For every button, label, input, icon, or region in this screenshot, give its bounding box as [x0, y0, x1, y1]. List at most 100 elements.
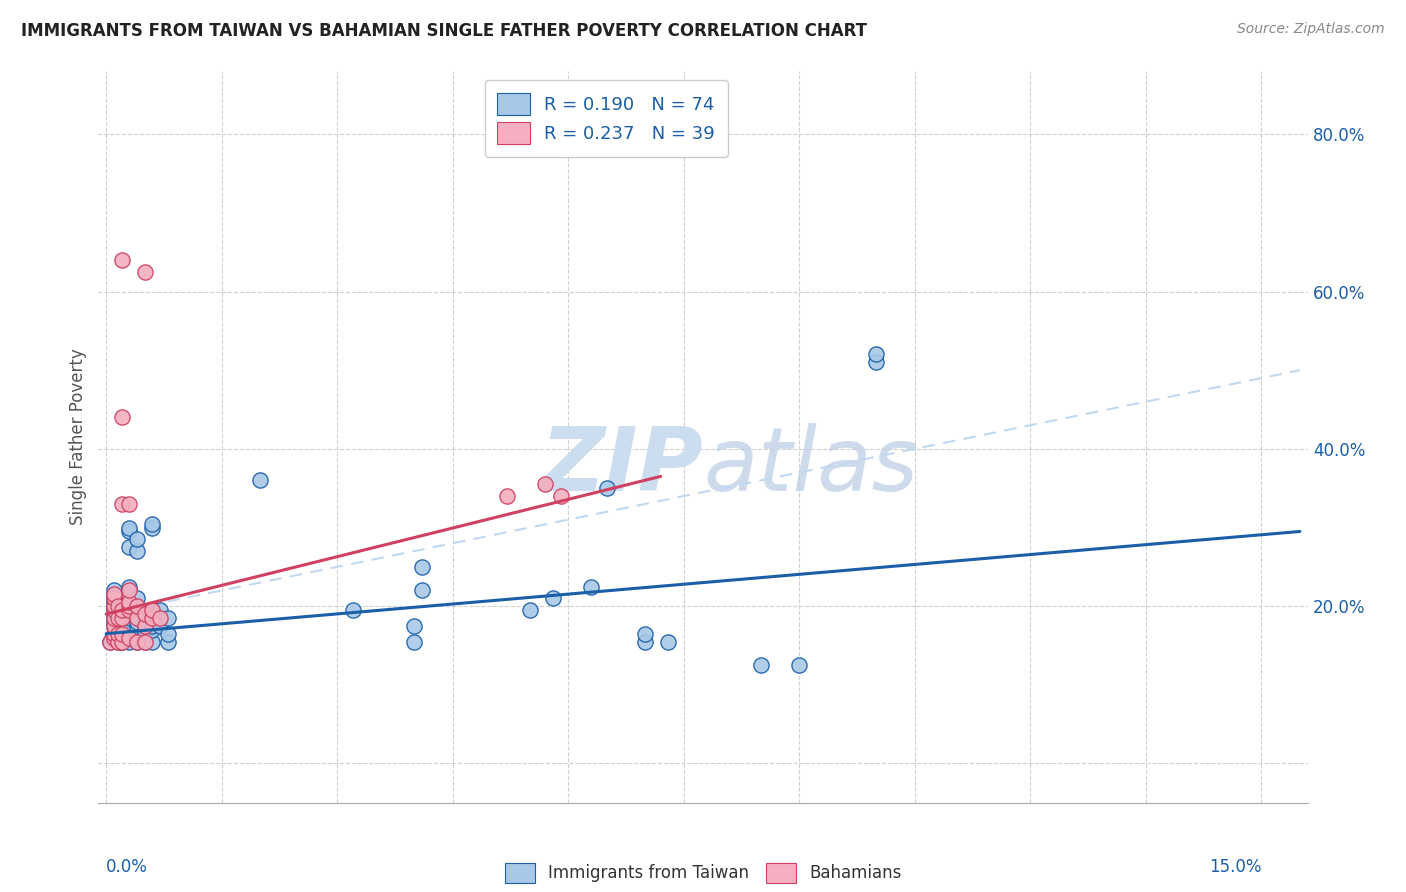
- Point: [134, 607, 156, 621]
- Point: [141, 516, 163, 531]
- Point: [141, 623, 163, 637]
- Point: [141, 603, 163, 617]
- Text: IMMIGRANTS FROM TAIWAN VS BAHAMIAN SINGLE FATHER POVERTY CORRELATION CHART: IMMIGRANTS FROM TAIWAN VS BAHAMIAN SINGL…: [21, 22, 868, 40]
- Point: [519, 603, 541, 617]
- Point: [134, 634, 156, 648]
- Point: [103, 615, 125, 629]
- Point: [141, 520, 163, 534]
- Text: Source: ZipAtlas.com: Source: ZipAtlas.com: [1237, 22, 1385, 37]
- Text: 15.0%: 15.0%: [1209, 858, 1261, 876]
- Point: [118, 595, 141, 609]
- Point: [634, 626, 657, 640]
- Point: [125, 631, 148, 645]
- Point: [134, 619, 156, 633]
- Point: [156, 611, 179, 625]
- Point: [118, 520, 141, 534]
- Point: [134, 619, 156, 633]
- Text: 0.0%: 0.0%: [105, 858, 148, 876]
- Point: [107, 634, 129, 648]
- Point: [110, 253, 132, 268]
- Point: [634, 634, 657, 648]
- Point: [107, 623, 129, 637]
- Point: [125, 634, 148, 648]
- Point: [110, 623, 132, 637]
- Point: [125, 599, 148, 614]
- Point: [103, 591, 125, 606]
- Point: [110, 626, 132, 640]
- Point: [110, 626, 132, 640]
- Point: [107, 599, 129, 614]
- Point: [107, 615, 129, 629]
- Point: [110, 611, 132, 625]
- Point: [103, 631, 125, 645]
- Point: [342, 603, 364, 617]
- Point: [411, 559, 433, 574]
- Point: [787, 658, 810, 673]
- Point: [103, 595, 125, 609]
- Point: [110, 634, 132, 648]
- Point: [134, 265, 156, 279]
- Point: [107, 619, 129, 633]
- Point: [125, 611, 148, 625]
- Point: [865, 355, 887, 369]
- Point: [865, 347, 887, 361]
- Point: [110, 619, 132, 633]
- Point: [404, 619, 426, 633]
- Point: [125, 634, 148, 648]
- Point: [149, 619, 172, 633]
- Point: [125, 626, 148, 640]
- Point: [110, 634, 132, 648]
- Point: [141, 611, 163, 625]
- Point: [103, 599, 125, 614]
- Point: [534, 477, 557, 491]
- Point: [118, 580, 141, 594]
- Point: [118, 583, 141, 598]
- Point: [249, 473, 271, 487]
- Point: [149, 611, 172, 625]
- Point: [411, 583, 433, 598]
- Y-axis label: Single Father Poverty: Single Father Poverty: [69, 349, 87, 525]
- Point: [657, 634, 679, 648]
- Point: [103, 611, 125, 625]
- Point: [103, 587, 125, 601]
- Point: [103, 626, 125, 640]
- Point: [118, 595, 141, 609]
- Point: [107, 626, 129, 640]
- Point: [125, 591, 148, 606]
- Point: [141, 634, 163, 648]
- Legend: Immigrants from Taiwan, Bahamians: Immigrants from Taiwan, Bahamians: [498, 856, 908, 889]
- Point: [541, 591, 564, 606]
- Text: atlas: atlas: [703, 424, 918, 509]
- Point: [118, 611, 141, 625]
- Point: [404, 634, 426, 648]
- Point: [125, 533, 148, 547]
- Point: [103, 591, 125, 606]
- Point: [550, 489, 572, 503]
- Point: [118, 603, 141, 617]
- Point: [118, 524, 141, 539]
- Point: [118, 631, 141, 645]
- Point: [103, 583, 125, 598]
- Point: [107, 611, 129, 625]
- Point: [118, 599, 141, 614]
- Point: [118, 540, 141, 554]
- Point: [134, 634, 156, 648]
- Point: [495, 489, 517, 503]
- Point: [103, 619, 125, 633]
- Point: [114, 631, 136, 645]
- Point: [107, 607, 129, 621]
- Point: [110, 410, 132, 425]
- Point: [141, 619, 163, 633]
- Point: [125, 544, 148, 558]
- Point: [98, 634, 121, 648]
- Point: [110, 611, 132, 625]
- Point: [103, 599, 125, 614]
- Point: [103, 619, 125, 633]
- Point: [101, 631, 124, 645]
- Point: [141, 603, 163, 617]
- Point: [107, 626, 129, 640]
- Point: [103, 603, 125, 617]
- Point: [125, 615, 148, 629]
- Point: [134, 626, 156, 640]
- Point: [118, 634, 141, 648]
